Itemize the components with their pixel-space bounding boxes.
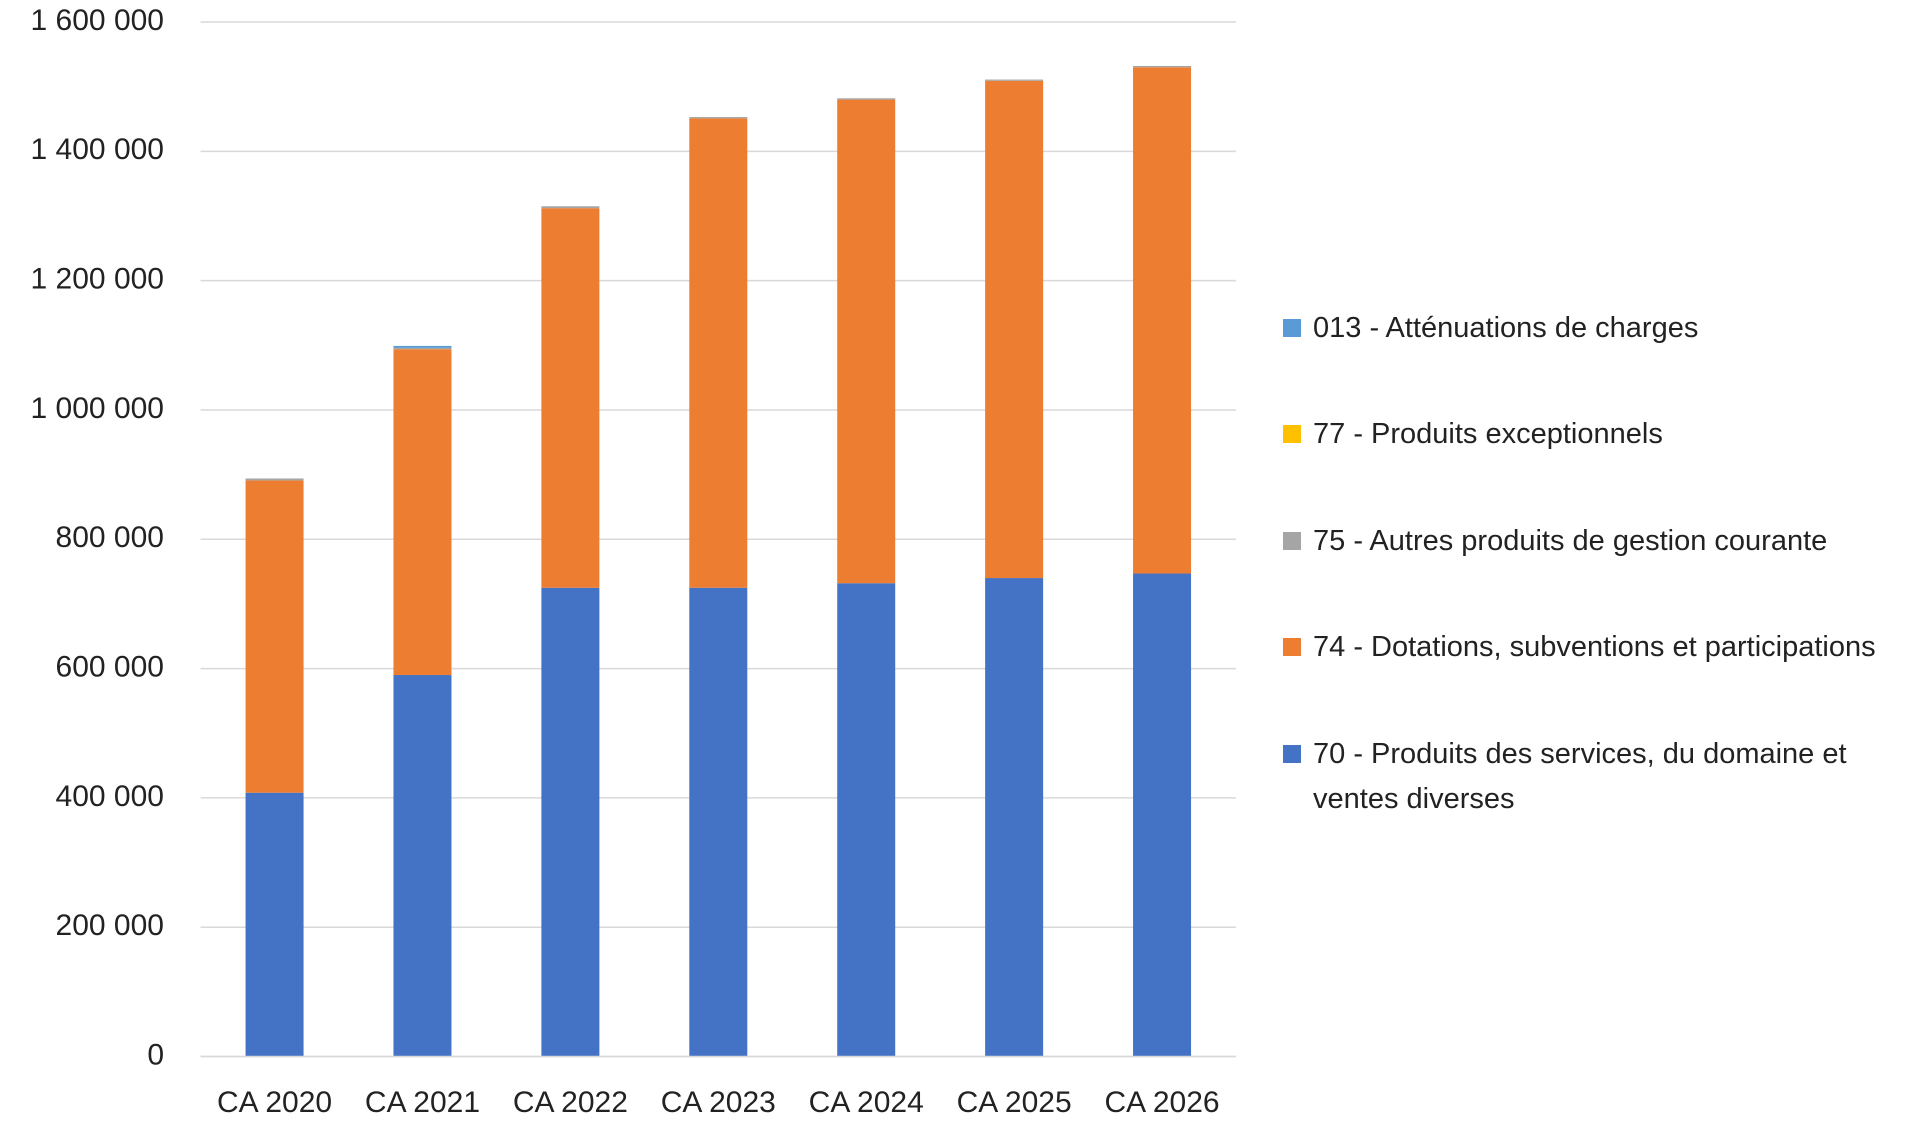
legend-swatch — [1283, 745, 1301, 763]
legend-item: 013 - Atténuations de charges — [1283, 306, 1883, 351]
bar-segment — [985, 79, 1044, 81]
legend-label: 77 - Produits exceptionnels — [1313, 418, 1663, 450]
legend-swatch — [1283, 425, 1301, 443]
bar-segment — [541, 206, 600, 209]
legend-swatch — [1283, 532, 1301, 550]
bar-segment — [393, 347, 452, 350]
bar-segment — [245, 792, 304, 1057]
bar-segment — [245, 478, 304, 481]
y-tick-label: 0 — [147, 1038, 164, 1071]
bar-segment — [1133, 573, 1192, 1057]
legend-label: 70 - Produits des services, du domaine e… — [1313, 738, 1847, 815]
x-tick-label: CA 2023 — [661, 1086, 776, 1119]
x-tick-label: CA 2025 — [957, 1086, 1072, 1119]
x-tick-label: CA 2022 — [513, 1086, 628, 1119]
bar-segment — [393, 675, 452, 1057]
y-tick-label: 800 000 — [56, 521, 164, 554]
bar-segment — [541, 587, 600, 1057]
legend-item: 70 - Produits des services, du domaine e… — [1283, 732, 1883, 822]
x-tick-label: CA 2020 — [217, 1086, 332, 1119]
y-tick-label: 600 000 — [56, 650, 164, 683]
legend-swatch — [1283, 319, 1301, 337]
bar-segment — [393, 345, 452, 348]
legend-label: 75 - Autres produits de gestion courante — [1313, 525, 1828, 557]
legend-swatch — [1283, 638, 1301, 656]
y-tick-label: 1 000 000 — [31, 392, 164, 425]
bar-segment — [689, 587, 748, 1057]
bar-segment — [985, 578, 1044, 1057]
legend-item: 74 - Dotations, subventions et participa… — [1283, 625, 1883, 670]
x-tick-label: CA 2026 — [1104, 1086, 1219, 1119]
y-tick-label: 400 000 — [56, 780, 164, 813]
y-tick-label: 1 600 000 — [31, 4, 164, 37]
bar-segment — [689, 118, 748, 588]
bar-segment — [541, 208, 600, 588]
bar-segment — [689, 117, 748, 119]
legend-item: 75 - Autres produits de gestion courante — [1283, 519, 1883, 564]
bar-segment — [837, 99, 896, 584]
bar-segment — [393, 349, 452, 676]
bar-segment — [837, 583, 896, 1057]
legend-item: 77 - Produits exceptionnels — [1283, 412, 1883, 457]
bar-segment — [245, 480, 304, 793]
bar-segment — [1133, 67, 1192, 574]
y-tick-label: 1 200 000 — [31, 263, 164, 296]
bar-segment — [1133, 65, 1192, 68]
bar-segment — [837, 98, 896, 100]
x-tick-label: CA 2024 — [809, 1086, 924, 1119]
y-tick-label: 200 000 — [56, 909, 164, 942]
y-tick-label: 1 400 000 — [31, 133, 164, 166]
x-tick-label: CA 2021 — [365, 1086, 480, 1119]
bar-segment — [985, 80, 1044, 579]
legend-label: 74 - Dotations, subventions et participa… — [1313, 631, 1876, 663]
legend-label: 013 - Atténuations de charges — [1313, 312, 1699, 344]
